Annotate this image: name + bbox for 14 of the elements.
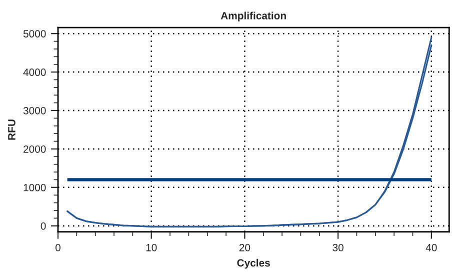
y-tick-label: 5000 xyxy=(23,30,46,38)
x-axis-title: Cycles xyxy=(237,258,270,269)
y-tick-label: 4000 xyxy=(23,68,46,76)
y-tick-label: 3000 xyxy=(23,106,46,114)
y-tick-label: 1000 xyxy=(24,184,46,192)
x-tick-label: 20 xyxy=(239,244,250,252)
x-tick-label: 30 xyxy=(332,244,344,252)
y-tick-label: 0 xyxy=(40,222,46,230)
x-tick-label: 40 xyxy=(426,244,437,252)
y-axis-title: RFU xyxy=(8,120,16,140)
chart-title: Amplification xyxy=(220,12,286,22)
x-tick-label: 10 xyxy=(146,244,157,252)
x-tick-label: 0 xyxy=(56,244,60,252)
y-tick-label: 2000 xyxy=(24,145,46,153)
